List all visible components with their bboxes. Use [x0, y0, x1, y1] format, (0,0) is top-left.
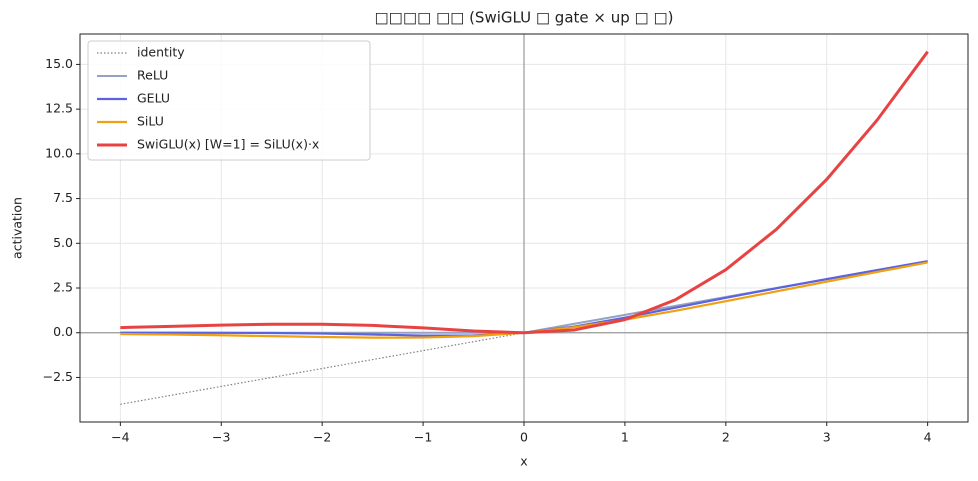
x-tick-label: 4: [924, 430, 932, 445]
legend-label: ReLU: [137, 68, 168, 83]
x-tick-label: 0: [520, 430, 528, 445]
x-tick-label: 3: [823, 430, 831, 445]
legend-label: SwiGLU(x) [W=1] = SiLU(x)·x: [137, 137, 319, 152]
chart-title: □□□□ □□ (SwiGLU □ gate × up □ □): [375, 9, 674, 27]
y-tick-label: 10.0: [45, 145, 73, 160]
x-tick-label: −4: [111, 430, 129, 445]
y-tick-label: 2.5: [53, 280, 73, 295]
x-tick-label: 1: [621, 430, 629, 445]
y-tick-label: 15.0: [45, 56, 73, 71]
legend-box: [87, 40, 371, 161]
x-tick-label: −1: [414, 430, 432, 445]
x-axis-label: x: [520, 454, 527, 469]
y-tick-label: −2.5: [43, 369, 73, 384]
y-tick-label: 7.5: [53, 190, 73, 205]
legend-label: identity: [137, 45, 185, 60]
plot-frame: [79, 33, 969, 423]
series-line: [120, 50, 929, 335]
y-tick-label: 0.0: [53, 324, 73, 339]
legend-label: SiLU: [137, 114, 164, 129]
legend-label: GELU: [137, 91, 170, 106]
x-tick-label: 2: [722, 430, 730, 445]
x-tick-label: −3: [212, 430, 230, 445]
y-tick-label: 12.5: [45, 101, 73, 116]
legend: identity ReLU GELU SiLU SwiGLU(x) [W=1] = Si…: [87, 40, 371, 161]
x-tick-label: −2: [313, 430, 331, 445]
y-tick-label: 5.0: [53, 235, 73, 250]
y-axis-label: activation: [10, 197, 25, 259]
